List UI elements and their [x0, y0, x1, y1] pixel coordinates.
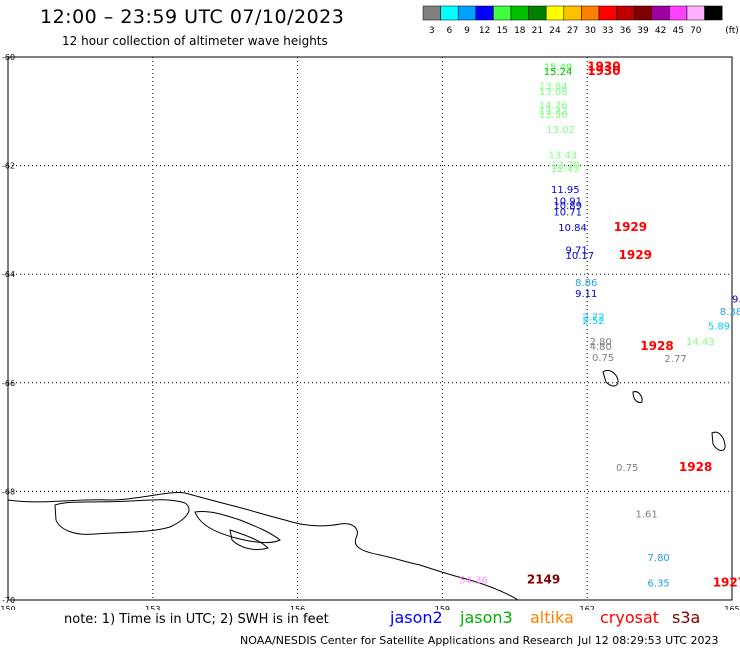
- pass-time-label: 1927: [713, 575, 740, 589]
- wave-height-label: 54.36: [459, 576, 488, 587]
- wave-height-label: 8.86: [575, 278, 597, 289]
- mission-jason3: jason3: [460, 608, 513, 627]
- lat-tick-label: -60: [2, 53, 15, 62]
- map-title: 12:00 – 23:59 UTC 07/10/2023: [40, 6, 345, 28]
- legend-label: 18: [514, 26, 526, 36]
- wave-height-label: 14.26: [539, 101, 568, 112]
- legend-label: 30: [584, 26, 596, 36]
- pass-time-label: 1929: [619, 248, 652, 262]
- lon-tick-label: 165: [724, 605, 739, 610]
- legend-label: 33: [602, 26, 613, 36]
- wave-height-label: 10.71: [553, 208, 582, 219]
- coastline: [7, 491, 519, 601]
- map-subtitle: 12 hour collection of altimeter wave hei…: [62, 34, 328, 48]
- lon-tick-label: 150: [0, 605, 15, 610]
- wave-height-label: 2.80: [590, 337, 612, 348]
- mission-s3a: s3a: [672, 608, 701, 627]
- wave-height-label: 2.52: [582, 316, 604, 327]
- wave-height-label: 0.75: [616, 463, 638, 474]
- wave-height-label: 1.61: [635, 509, 657, 520]
- footer-note: note: 1) Time is in UTC; 2) SWH is in fe…: [64, 612, 329, 627]
- pass-time-label: 1929: [614, 220, 647, 234]
- mission-altika: altika: [530, 608, 574, 627]
- wave-height-label: 11.95: [551, 185, 580, 196]
- legend-label: 3: [429, 26, 435, 36]
- wave-height-label: 13.84: [539, 82, 568, 93]
- wave-height-legend: 3 6 9 12 15 18 21 24 27 30 33 36 39 42 45 70 (ft): [422, 5, 739, 36]
- lon-tick-label: 162: [580, 605, 595, 610]
- lat-tick-label: -68: [2, 487, 15, 496]
- mission-cryosat: cryosat: [600, 608, 660, 627]
- legend-label: 15: [496, 26, 507, 36]
- wave-height-label: 13.50: [539, 110, 568, 121]
- mission-jason2: jason2: [390, 608, 443, 627]
- footer-credit: NOAA/NESDIS Center for Satellite Applica…: [240, 634, 574, 647]
- wave-height-label: 12.43: [551, 164, 580, 175]
- pass-time-label: 1928: [640, 339, 673, 353]
- legend-label: 70: [690, 26, 702, 36]
- wave-height-label: 14.43: [686, 337, 715, 348]
- wave-height-label: 2.72: [582, 312, 604, 323]
- legend-label: 45: [672, 26, 683, 36]
- legend-label: 24: [549, 26, 561, 36]
- island-outline: [711, 431, 726, 451]
- wave-height-label: 15.24: [544, 67, 573, 78]
- lat-tick-label: -66: [2, 379, 15, 388]
- legend-label: 27: [567, 26, 578, 36]
- legend-unit: (ft): [725, 26, 739, 36]
- wave-height-label: 4.80: [590, 342, 612, 353]
- wave-height-label: 6.35: [648, 578, 670, 589]
- wave-height-label: 13.02: [546, 125, 575, 136]
- wave-height-label: 15.49: [544, 63, 573, 74]
- lat-tick-label: -64: [2, 270, 15, 279]
- legend-label: 6: [447, 26, 453, 36]
- pass-time-label: 1930: [587, 60, 620, 74]
- lon-tick-label: 159: [435, 605, 450, 610]
- legend-label: 9: [464, 26, 470, 36]
- island-outline: [632, 391, 643, 403]
- island-outline: [54, 499, 190, 535]
- lat-tick-label: -62: [2, 162, 15, 171]
- island-outline: [229, 529, 269, 551]
- wave-height-label: 7.80: [648, 553, 670, 564]
- wave-height-label: 2.77: [664, 354, 686, 365]
- wave-height-label: 5.89: [708, 322, 730, 333]
- wave-height-label: 13.08: [539, 87, 568, 98]
- island-outline: [602, 369, 619, 387]
- legend-label: 42: [655, 26, 666, 36]
- map-plot: 150 153 156 159 162 165 -60 -62 -64 -66 -68 -70 15.4…: [0, 53, 740, 610]
- wave-height-label: 10.17: [565, 251, 594, 262]
- legend-label: 36: [620, 26, 632, 36]
- lon-tick-label: 153: [145, 605, 160, 610]
- wave-height-label: 12.70: [551, 160, 580, 171]
- wave-height-label: 9.71: [565, 246, 587, 257]
- footer-timestamp: Jul 12 08:29:53 UTC 2023: [578, 634, 719, 647]
- pass-time-label: 1930: [587, 64, 620, 78]
- wave-height-label: 0.75: [592, 353, 614, 364]
- legend-label: 21: [532, 26, 543, 36]
- wave-height-label: 10.89: [553, 201, 582, 212]
- legend-label: 12: [479, 26, 490, 36]
- wave-height-label: 13.43: [549, 151, 578, 162]
- lon-tick-label: 156: [290, 605, 305, 610]
- legend-swatch: [704, 5, 723, 21]
- pass-time-label: 1928: [679, 460, 712, 474]
- lat-tick-label: -70: [2, 596, 15, 605]
- wave-height-label: 9.11: [575, 289, 597, 300]
- island-outline: [194, 511, 281, 544]
- pass-time-label: 2149: [527, 573, 560, 587]
- wave-height-label: 10.91: [553, 197, 582, 208]
- wave-height-label: 10.84: [558, 223, 587, 234]
- wave-height-label: 13.32: [539, 106, 568, 117]
- legend-label: 39: [637, 26, 649, 36]
- wave-height-label: 9.05: [732, 294, 740, 305]
- wave-height-label: 8.38: [720, 307, 740, 318]
- map-frame: [7, 56, 733, 601]
